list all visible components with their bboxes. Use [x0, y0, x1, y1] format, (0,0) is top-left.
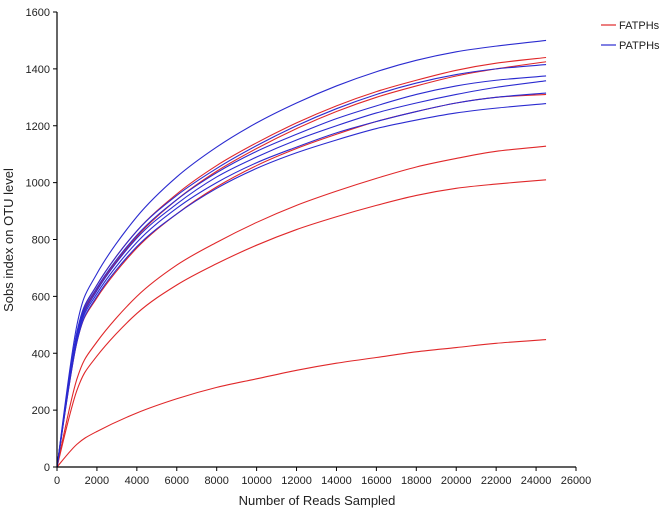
series-line-fatphs [56, 93, 547, 468]
x-tick-label: 10000 [241, 475, 272, 487]
series-line-fatphs [56, 145, 547, 468]
series-line-patphs [56, 64, 547, 468]
legend-label: PATPHs [619, 40, 660, 52]
y-tick-label: 1000 [26, 178, 50, 190]
series-line-fatphs [56, 339, 547, 468]
y-tick-label: 600 [32, 291, 50, 303]
y-tick-label: 400 [32, 348, 50, 360]
series-line-fatphs [56, 61, 547, 468]
x-tick-label: 16000 [361, 475, 392, 487]
series-line-patphs [56, 39, 547, 468]
y-tick-label: 0 [44, 462, 50, 474]
x-tick-label: 14000 [321, 475, 352, 487]
legend-label: FATPHs [619, 20, 660, 32]
y-tick-label: 200 [32, 405, 50, 417]
y-tick-label: 1400 [26, 64, 50, 76]
x-tick-label: 6000 [165, 475, 189, 487]
x-tick-label: 24000 [521, 475, 552, 487]
x-tick-label: 20000 [441, 475, 472, 487]
y-axis-ticks: 0 200 400 600 800 1000 1200 1400 1600 [26, 7, 57, 474]
series-line-patphs [56, 103, 547, 468]
y-axis-label: Sobs index on OTU level [1, 168, 16, 312]
series-line-fatphs [56, 56, 547, 468]
legend: FATPHs PATPHs [601, 20, 660, 52]
x-tick-label: 12000 [281, 475, 312, 487]
x-tick-label: 0 [54, 475, 60, 487]
x-tick-label: 4000 [125, 475, 149, 487]
series-layer [56, 39, 547, 468]
y-tick-label: 1600 [26, 7, 50, 19]
x-axis-label: Number of Reads Sampled [239, 493, 396, 508]
y-tick-label: 1200 [26, 121, 50, 133]
x-tick-label: 8000 [204, 475, 228, 487]
series-line-patphs [56, 75, 547, 468]
x-axis-ticks: 0 2000 4000 6000 8000 10000 12000 14000 16000 180… [54, 467, 591, 487]
y-tick-label: 800 [32, 235, 50, 247]
series-line-fatphs [56, 179, 547, 468]
series-line-patphs [56, 80, 547, 468]
series-line-patphs [56, 92, 547, 468]
axes-layer: 0 200 400 600 800 1000 1200 1400 1600 0 2000 4000 6… [26, 7, 592, 487]
x-tick-label: 26000 [561, 475, 592, 487]
x-tick-label: 2000 [85, 475, 109, 487]
x-tick-label: 18000 [401, 475, 432, 487]
x-tick-label: 22000 [481, 475, 512, 487]
